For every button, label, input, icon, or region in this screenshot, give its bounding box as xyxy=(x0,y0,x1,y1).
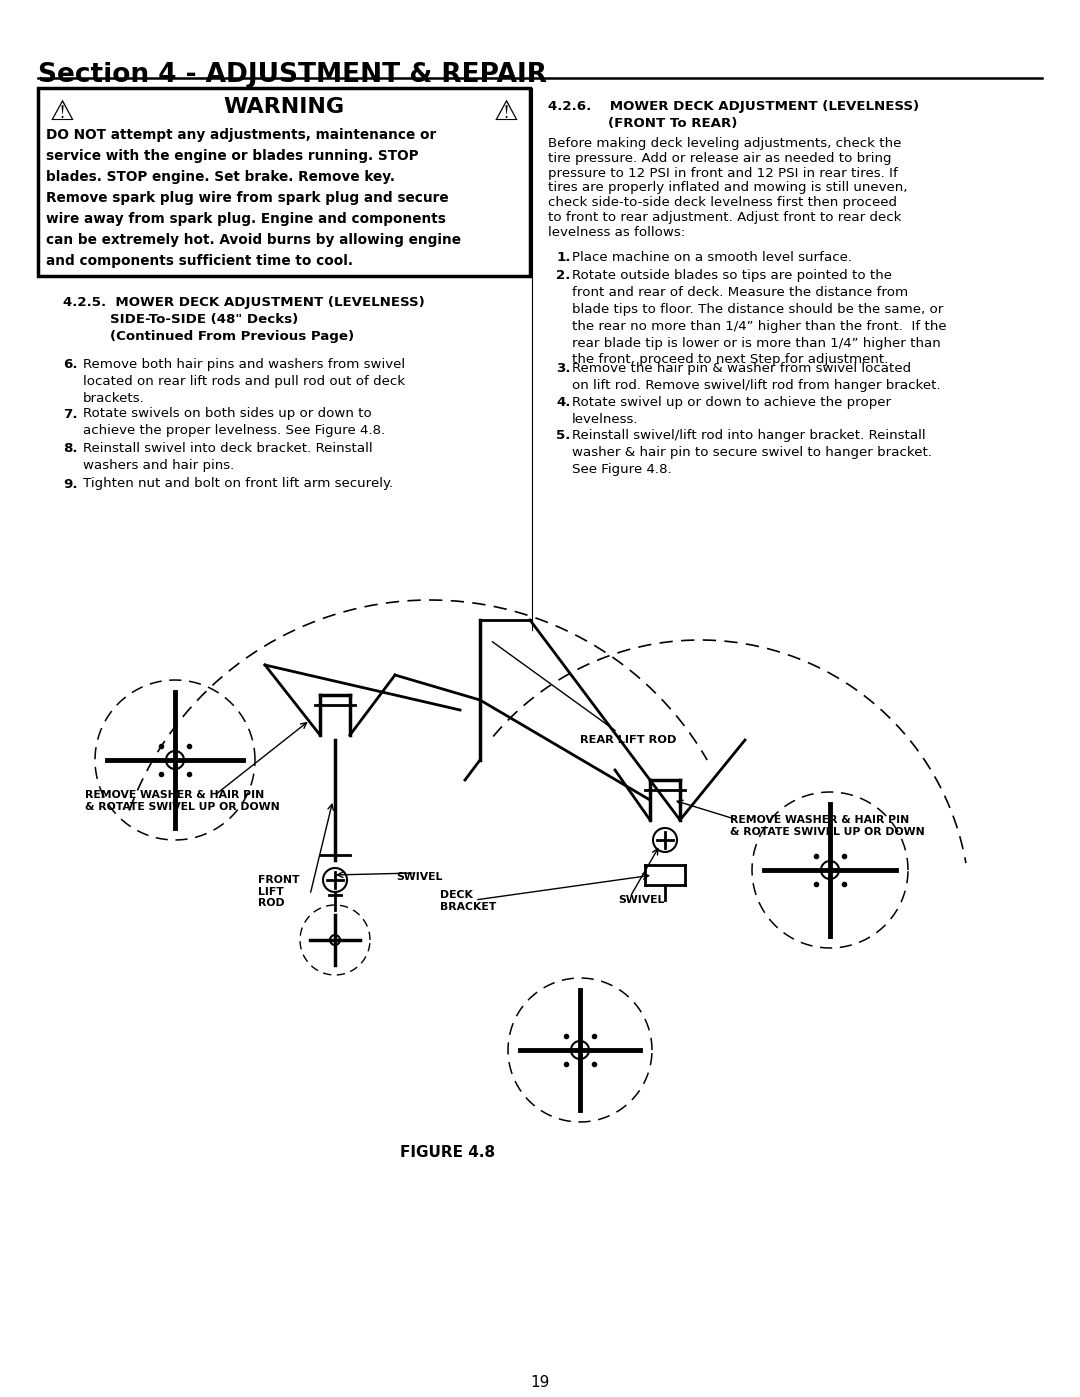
Text: 6.: 6. xyxy=(63,358,78,372)
Text: (Continued From Previous Page): (Continued From Previous Page) xyxy=(110,330,354,344)
Text: Section 4 - ADJUSTMENT & REPAIR: Section 4 - ADJUSTMENT & REPAIR xyxy=(38,61,546,88)
Text: 7.: 7. xyxy=(63,408,78,420)
Text: SWIVEL: SWIVEL xyxy=(618,895,664,905)
Text: Tighten nut and bolt on front lift arm securely.: Tighten nut and bolt on front lift arm s… xyxy=(83,478,393,490)
Text: 4.2.6.    MOWER DECK ADJUSTMENT (LEVELNESS): 4.2.6. MOWER DECK ADJUSTMENT (LEVELNESS) xyxy=(548,101,919,113)
Text: SIDE-To-SIDE (48" Decks): SIDE-To-SIDE (48" Decks) xyxy=(110,313,298,326)
Text: 2.: 2. xyxy=(556,270,570,282)
Text: Rotate outside blades so tips are pointed to the
front and rear of deck. Measure: Rotate outside blades so tips are pointe… xyxy=(572,270,947,366)
Text: SWIVEL: SWIVEL xyxy=(396,872,443,882)
Text: 8.: 8. xyxy=(63,443,78,455)
Text: DECK
BRACKET: DECK BRACKET xyxy=(440,890,496,912)
Text: Before making deck leveling adjustments, check the: Before making deck leveling adjustments,… xyxy=(548,137,902,149)
Text: can be extremely hot. Avoid burns by allowing engine: can be extremely hot. Avoid burns by all… xyxy=(46,233,461,247)
Text: check side-to-side deck levelness first then proceed: check side-to-side deck levelness first … xyxy=(548,196,897,210)
Text: blades. STOP engine. Set brake. Remove key.: blades. STOP engine. Set brake. Remove k… xyxy=(46,170,395,184)
Text: FRONT
LIFT
ROD: FRONT LIFT ROD xyxy=(258,875,299,908)
Text: 9.: 9. xyxy=(63,478,78,490)
Text: ⚠: ⚠ xyxy=(494,98,518,126)
Text: pressure to 12 PSI in front and 12 PSI in rear tires. If: pressure to 12 PSI in front and 12 PSI i… xyxy=(548,166,897,180)
Text: 3.: 3. xyxy=(556,362,570,376)
Text: 1.: 1. xyxy=(556,250,570,264)
Text: DO NOT attempt any adjustments, maintenance or: DO NOT attempt any adjustments, maintena… xyxy=(46,129,436,142)
Text: 4.2.5.  MOWER DECK ADJUSTMENT (LEVELNESS): 4.2.5. MOWER DECK ADJUSTMENT (LEVELNESS) xyxy=(63,296,424,309)
Text: tire pressure. Add or release air as needed to bring: tire pressure. Add or release air as nee… xyxy=(548,152,891,165)
Text: Remove both hair pins and washers from swivel
located on rear lift rods and pull: Remove both hair pins and washers from s… xyxy=(83,358,405,405)
Text: 19: 19 xyxy=(530,1375,550,1390)
Text: Rotate swivel up or down to achieve the proper
levelness.: Rotate swivel up or down to achieve the … xyxy=(572,395,891,426)
Text: FIGURE 4.8: FIGURE 4.8 xyxy=(400,1146,495,1160)
Text: 5.: 5. xyxy=(556,429,570,443)
Text: Remove the hair pin & washer from swivel located
on lift rod. Remove swivel/lift: Remove the hair pin & washer from swivel… xyxy=(572,362,941,393)
Text: 4.: 4. xyxy=(556,395,570,409)
Text: Rotate swivels on both sides up or down to
achieve the proper levelness. See Fig: Rotate swivels on both sides up or down … xyxy=(83,408,386,437)
Text: Reinstall swivel into deck bracket. Reinstall
washers and hair pins.: Reinstall swivel into deck bracket. Rein… xyxy=(83,443,373,472)
Text: WARNING: WARNING xyxy=(224,96,345,117)
Text: wire away from spark plug. Engine and components: wire away from spark plug. Engine and co… xyxy=(46,212,446,226)
Text: to front to rear adjustment. Adjust front to rear deck: to front to rear adjustment. Adjust fron… xyxy=(548,211,902,224)
Text: tires are properly inflated and mowing is still uneven,: tires are properly inflated and mowing i… xyxy=(548,182,907,194)
Text: REMOVE WASHER & HAIR PIN
& ROTATE SWIVEL UP OR DOWN: REMOVE WASHER & HAIR PIN & ROTATE SWIVEL… xyxy=(85,789,280,812)
Text: service with the engine or blades running. STOP: service with the engine or blades runnin… xyxy=(46,149,419,163)
Text: REMOVE WASHER & HAIR PIN
& ROTATE SWIVEL UP OR DOWN: REMOVE WASHER & HAIR PIN & ROTATE SWIVEL… xyxy=(730,814,924,837)
Text: Place machine on a smooth level surface.: Place machine on a smooth level surface. xyxy=(572,250,852,264)
Text: Remove spark plug wire from spark plug and secure: Remove spark plug wire from spark plug a… xyxy=(46,191,448,205)
Text: and components sufficient time to cool.: and components sufficient time to cool. xyxy=(46,254,353,268)
Text: (FRONT To REAR): (FRONT To REAR) xyxy=(608,117,738,130)
Text: REAR LIFT ROD: REAR LIFT ROD xyxy=(492,641,676,745)
Text: ⚠: ⚠ xyxy=(50,98,75,126)
FancyBboxPatch shape xyxy=(38,88,530,277)
Text: Reinstall swivel/lift rod into hanger bracket. Reinstall
washer & hair pin to se: Reinstall swivel/lift rod into hanger br… xyxy=(572,429,932,476)
Text: levelness as follows:: levelness as follows: xyxy=(548,226,685,239)
